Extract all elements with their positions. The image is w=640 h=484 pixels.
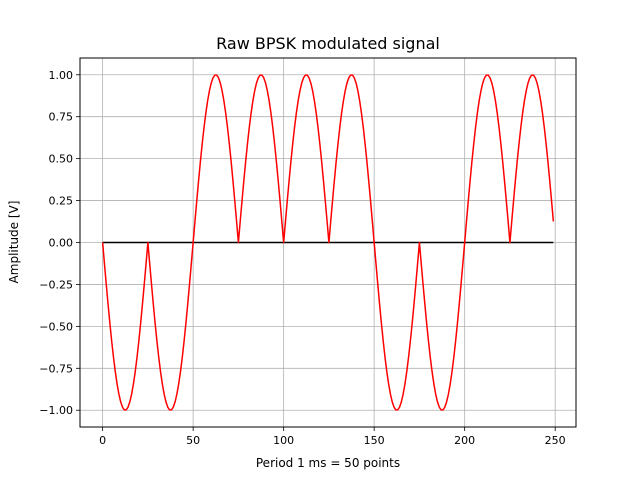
y-tick-label: 0.50 xyxy=(49,153,74,166)
y-axis-ticks: −1.00 −0.75 −0.50 −0.25 0.00 0.25 0.50 0.75 1.00 xyxy=(39,69,80,417)
y-tick-label: 0.25 xyxy=(49,195,74,208)
x-tick-label: 200 xyxy=(454,434,475,447)
x-tick-label: 0 xyxy=(99,434,106,447)
y-tick-label: 0.00 xyxy=(49,237,74,250)
x-axis-ticks: 0 50 100 150 200 250 xyxy=(99,427,566,447)
series-layer xyxy=(101,74,555,411)
x-axis-label: Period 1 ms = 50 points xyxy=(256,456,400,470)
y-tick-label: 0.75 xyxy=(49,111,74,124)
y-axis-label: Amplitude [V] xyxy=(7,201,21,284)
y-tick-label: −0.25 xyxy=(39,278,73,291)
y-tick-label: 1.00 xyxy=(49,69,74,82)
x-tick-label: 100 xyxy=(273,434,294,447)
chart-title: Raw BPSK modulated signal xyxy=(216,34,440,53)
y-tick-label: −0.75 xyxy=(39,362,73,375)
x-tick-label: 50 xyxy=(186,434,200,447)
y-tick-label: −1.00 xyxy=(39,404,73,417)
series-bpsk-signal xyxy=(101,74,555,411)
x-tick-label: 150 xyxy=(364,434,385,447)
y-tick-label: −0.50 xyxy=(39,320,73,333)
x-tick-label: 250 xyxy=(545,434,566,447)
